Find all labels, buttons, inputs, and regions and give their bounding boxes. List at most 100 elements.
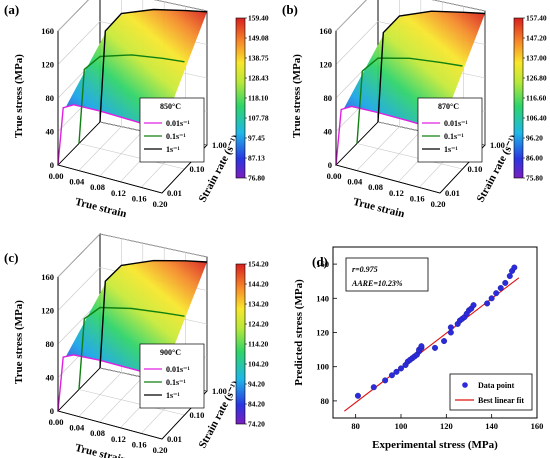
legend-entry: 0.1s⁻¹: [444, 132, 464, 141]
x-axis-title: Experimental stress (MPa): [372, 439, 498, 451]
z-tick-label: 1.00: [212, 386, 227, 396]
y-axis-title: Predicted stress (MPa): [293, 279, 305, 386]
panel-label-0: (a): [4, 2, 19, 17]
panels-layer: 040801201600.000.040.080.120.160.200.010…: [4, 0, 547, 458]
surface-panel-0: 0 40 80 120 160 0.00 0.04 0.08 0.12 0.16 0.200.01 0…: [13, 0, 269, 220]
x-tick-label: 0.00: [49, 171, 64, 181]
legend-box: [139, 343, 205, 409]
grid-line: [154, 0, 208, 12]
z-tick-label: 0.10: [190, 410, 205, 420]
y-tick-label: 160: [41, 26, 54, 36]
legend-entry: 0.01s⁻¹: [444, 119, 468, 128]
grid-line: [57, 267, 101, 311]
x-tick-label: 0.16: [132, 193, 147, 203]
legend-point-marker: [462, 382, 468, 388]
colorbar-label: 114.20: [248, 340, 268, 349]
colorbar-label: 75.80: [526, 174, 543, 183]
data-point: [447, 324, 454, 331]
data-point: [484, 300, 491, 307]
x-tick-label: 0.20: [431, 199, 446, 209]
x-axis-title: True strain: [352, 196, 406, 220]
y-tick-label: 160: [41, 272, 54, 282]
colorbar: [235, 263, 246, 425]
grid-line: [78, 389, 185, 416]
data-point: [511, 264, 518, 271]
grid-line: [335, 21, 379, 65]
colorbar-label: 84.20: [248, 400, 265, 409]
data-point: [502, 279, 509, 286]
grid-line: [78, 143, 185, 170]
y-axis-title: True stress (MPa): [291, 54, 303, 138]
colorbar-label: 159.40: [248, 14, 269, 23]
series-line-1: [356, 57, 463, 144]
data-point: [447, 329, 454, 336]
x-tick-label: 0.20: [153, 199, 168, 209]
series-line-0: [335, 105, 441, 166]
x-tick-label: 0.12: [111, 434, 126, 444]
data-point: [398, 365, 405, 372]
x-axis-line: [57, 164, 163, 194]
z-tick-label: 1.00: [212, 140, 227, 150]
y-tick-label: 120: [41, 60, 54, 70]
x-axis-title: True strain: [74, 442, 128, 458]
grid-line: [57, 233, 101, 278]
legend-temperature: 900°C: [160, 348, 181, 357]
y-tick-label: 80: [324, 93, 333, 103]
x-tick-label: 0.04: [347, 177, 363, 187]
y-tick-label: 0: [50, 406, 54, 416]
data-point: [354, 392, 361, 399]
series-line-1: [78, 306, 185, 390]
x-tick-label: 0.08: [368, 182, 383, 192]
x-axis-line: [335, 164, 441, 194]
colorbar-label: 118.10: [248, 94, 268, 103]
x-tick-label: 120: [440, 421, 453, 431]
z-tick-label: 0.01: [445, 188, 460, 198]
x-tick-label: 160: [531, 421, 544, 431]
data-point: [418, 343, 425, 350]
colorbar-label: 76.80: [248, 174, 265, 183]
colorbar-label: 134.20: [248, 300, 269, 309]
colorbar-label: 157.40: [526, 14, 547, 23]
data-point: [441, 338, 448, 345]
series-line-1: [78, 54, 185, 144]
z-tick-label: 1.00: [490, 140, 505, 150]
x-tick-label: 0.08: [90, 428, 105, 438]
surface-panel-2: 0 40 80 120 160 0.00 0.04 0.08 0.12 0.16 0.200.01 0…: [13, 233, 269, 458]
data-point: [470, 302, 477, 309]
x-axis-title: True strain: [74, 196, 128, 220]
annotation-r: r=0.975: [352, 265, 378, 274]
annotation-box: [345, 257, 429, 292]
series-line-2: [99, 259, 208, 369]
colorbar-label: 87.13: [248, 154, 265, 163]
legend-data-point: Data point: [478, 381, 515, 390]
colorbar-label: 106.40: [526, 114, 547, 123]
y-tick-label: 40: [46, 373, 55, 383]
data-point: [388, 372, 395, 379]
colorbar-label: 96.20: [526, 134, 543, 143]
legend-entry: 0.01s⁻¹: [166, 119, 190, 128]
x-tick-label: 0.00: [327, 171, 342, 181]
y-tick-label: 80: [46, 339, 55, 349]
surface-panel-1: 0 40 80 120 160 0.00 0.04 0.08 0.12 0.16 0.200.01 0…: [291, 0, 547, 220]
panel-label-2: (c): [4, 250, 18, 265]
colorbar-label: 107.78: [248, 114, 269, 123]
y-tick-label: 120: [316, 328, 329, 338]
data-point: [393, 368, 400, 375]
y-tick-label: 140: [316, 293, 329, 303]
y-tick-label: 40: [46, 127, 55, 137]
x-tick-label: 0.04: [69, 423, 85, 433]
y-tick-label: 0: [50, 160, 54, 170]
data-point: [493, 290, 500, 297]
grid-line: [57, 0, 89, 32]
data-point: [370, 384, 377, 391]
legend-entry: 1s⁻¹: [166, 145, 180, 154]
series-line-0: [57, 354, 163, 412]
y-tick-label: 100: [316, 362, 329, 372]
y-tick-label: 120: [319, 60, 332, 70]
colorbar-label: 137.00: [526, 54, 547, 63]
colorbar-label: 124.20: [248, 320, 269, 329]
panel-label-3: (d): [312, 254, 328, 269]
data-point: [432, 344, 439, 351]
x-tick-label: 80: [351, 421, 360, 431]
